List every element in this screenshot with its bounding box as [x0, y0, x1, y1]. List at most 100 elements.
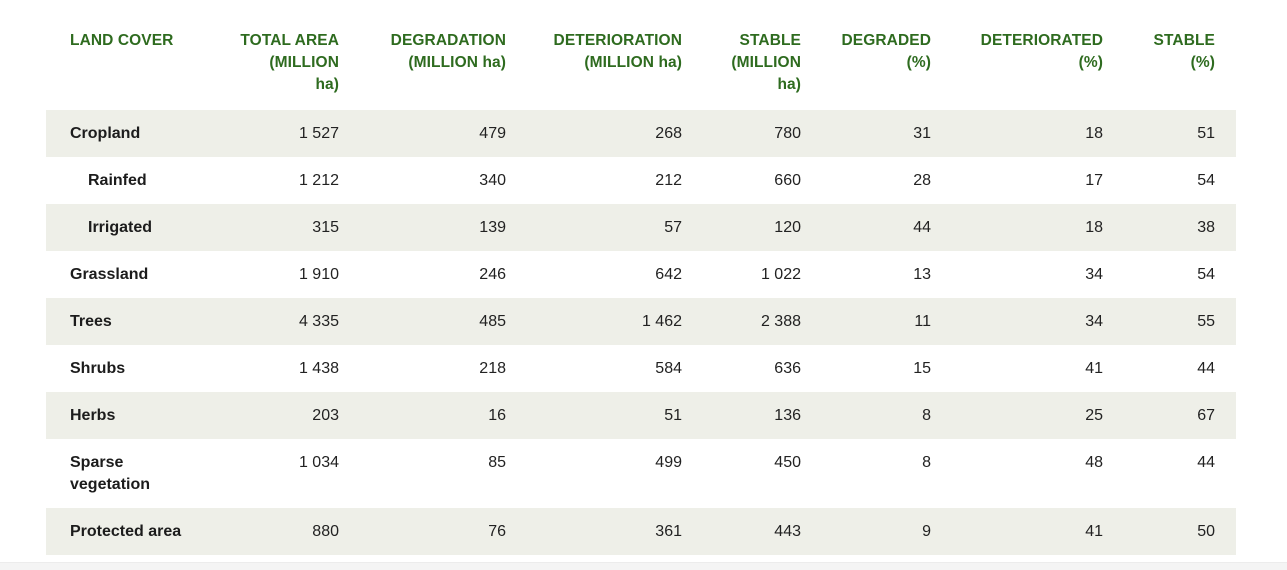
cell-stable-pct: 44: [1197, 454, 1215, 471]
row-label: Sparse vegetation: [46, 439, 210, 508]
cell-degradation: 479: [360, 110, 527, 157]
row-label-line: Sparse: [70, 454, 124, 471]
cell-degradation: 340: [479, 172, 506, 189]
table-body: Cropland 1 527 479 268 780 31 18 51 Rainfed 1 212…: [46, 110, 1236, 555]
row-label: Shrubs: [46, 345, 210, 392]
cell-degraded-pct: 9: [822, 508, 952, 555]
cell-stable-pct: 44: [1197, 360, 1215, 377]
column-header-land-cover: LAND COVER: [46, 30, 210, 110]
cell-stable-pct: 51: [1124, 110, 1236, 157]
row-label: Grassland: [46, 251, 210, 298]
cell-total-area: 1 438: [298, 360, 339, 377]
cell-degraded-pct: 31: [822, 110, 952, 157]
table-row: Rainfed 1 212 340 212 660 28 17 54: [46, 157, 1236, 204]
cell-deteriorated-pct: 34: [952, 298, 1124, 345]
cell-stable-pct: 50: [1124, 508, 1236, 555]
cell-stable-area: 450: [774, 454, 801, 471]
cell-degradation: 218: [479, 360, 506, 377]
column-header-stable-area: STABLE (MILLION ha): [703, 30, 822, 110]
cell-stable-area: 443: [703, 508, 822, 555]
table-row: Shrubs 1 438 218 584 636 15 41 44: [46, 345, 1236, 392]
cell-total-area: 1 910: [298, 266, 339, 283]
cell-total-area: 203: [210, 392, 360, 439]
cell-stable-area: 660: [774, 172, 801, 189]
cell-degraded-pct: 28: [913, 172, 931, 189]
cell-degradation: 85: [488, 454, 506, 471]
row-label-line: Herbs: [70, 407, 116, 424]
row-label-line: Shrubs: [70, 360, 126, 377]
row-label: Herbs: [46, 392, 210, 439]
row-label-line: Cropland: [70, 125, 141, 142]
table-row: Cropland 1 527 479 268 780 31 18 51: [46, 110, 1236, 157]
table-row: Trees 4 335 485 1 462 2 388 11 34 55: [46, 298, 1236, 345]
cell-degradation: 76: [360, 508, 527, 555]
column-header-line: DEGRADATION: [390, 32, 506, 49]
row-label-line: Protected area: [70, 523, 182, 540]
cell-stable-area: 1 022: [760, 266, 801, 283]
cell-deterioration: 642: [655, 266, 682, 283]
column-header-degraded-pct: DEGRADED (%): [822, 30, 952, 110]
land-cover-table: LAND COVER TOTAL AREA (MILLION ha) DEGRADATI…: [46, 30, 1236, 555]
table-row: Sparse vegetation 1 034 85 499 450 8 48 44: [46, 439, 1236, 508]
column-header-line: ha): [315, 76, 339, 93]
cell-deterioration: 361: [527, 508, 703, 555]
cell-degradation: 246: [479, 266, 506, 283]
cell-degraded-pct: 8: [822, 392, 952, 439]
cell-deterioration: 1 462: [527, 298, 703, 345]
cell-total-area: 880: [210, 508, 360, 555]
row-label-line: vegetation: [70, 476, 151, 493]
cell-degraded-pct: 44: [822, 204, 952, 251]
column-header-line: (MILLION: [731, 54, 801, 71]
row-label-line: Irrigated: [88, 219, 153, 236]
table-row: Irrigated 315 139 57 120 44 18 38: [46, 204, 1236, 251]
column-header-line: (MILLION: [269, 54, 339, 71]
cell-stable-area: 2 388: [703, 298, 822, 345]
cell-total-area: 4 335: [210, 298, 360, 345]
cell-deteriorated-pct: 25: [952, 392, 1124, 439]
cell-stable-area: 636: [774, 360, 801, 377]
row-label: Rainfed: [46, 157, 210, 204]
cell-deteriorated-pct: 48: [1085, 454, 1103, 471]
cell-deteriorated-pct: 17: [1085, 172, 1103, 189]
row-label: Trees: [46, 298, 210, 345]
column-header-line: (MILLION ha): [408, 54, 506, 71]
cell-stable-area: 136: [703, 392, 822, 439]
cell-deterioration: 212: [655, 172, 682, 189]
column-header-line: DETERIORATED: [980, 32, 1103, 49]
column-header-line: TOTAL AREA: [240, 32, 339, 49]
column-header-deterioration: DETERIORATION (MILLION ha): [527, 30, 703, 110]
column-header-stable-pct: STABLE (%): [1124, 30, 1236, 110]
cell-stable-pct: 38: [1124, 204, 1236, 251]
cell-deteriorated-pct: 18: [952, 204, 1124, 251]
cell-degradation: 485: [360, 298, 527, 345]
table-row: Herbs 203 16 51 136 8 25 67: [46, 392, 1236, 439]
column-header-line: (%): [1078, 54, 1103, 71]
cell-deterioration: 51: [527, 392, 703, 439]
cell-deteriorated-pct: 18: [952, 110, 1124, 157]
cell-degradation: 139: [360, 204, 527, 251]
column-header-line: DETERIORATION: [553, 32, 682, 49]
cell-degradation: 16: [360, 392, 527, 439]
column-header-deteriorated-pct: DETERIORATED (%): [952, 30, 1124, 110]
cell-degraded-pct: 15: [913, 360, 931, 377]
cell-deterioration: 57: [527, 204, 703, 251]
table-header-row: LAND COVER TOTAL AREA (MILLION ha) DEGRADATI…: [46, 30, 1236, 110]
column-header-line: (%): [906, 54, 931, 71]
cell-deterioration: 268: [527, 110, 703, 157]
cell-degraded-pct: 11: [822, 298, 952, 345]
column-header-line: STABLE: [1153, 32, 1215, 49]
row-label-line: Grassland: [70, 266, 149, 283]
cell-stable-area: 120: [703, 204, 822, 251]
cell-deteriorated-pct: 41: [1085, 360, 1103, 377]
row-label: Cropland: [46, 110, 210, 157]
cell-degraded-pct: 8: [922, 454, 931, 471]
row-label-line: Trees: [70, 313, 112, 330]
row-label-line: Rainfed: [88, 172, 147, 189]
column-header-line: DEGRADED: [841, 32, 931, 49]
row-label: Irrigated: [46, 204, 210, 251]
column-header-line: (MILLION ha): [584, 54, 682, 71]
cell-stable-pct: 67: [1124, 392, 1236, 439]
cell-degraded-pct: 13: [913, 266, 931, 283]
column-header-line: STABLE: [739, 32, 801, 49]
